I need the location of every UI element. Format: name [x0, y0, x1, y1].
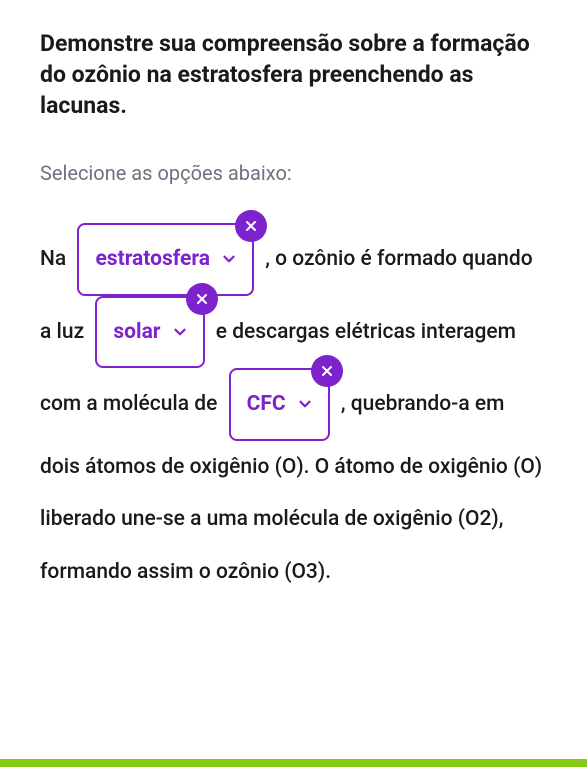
- chevron-down-icon: [296, 395, 314, 413]
- dropdown-value: CFC: [247, 378, 286, 431]
- dropdown-value: estratosfera: [95, 233, 210, 286]
- question-title: Demonstre sua compreensão sobre a formaç…: [40, 28, 547, 121]
- dropdown-cfc[interactable]: CFC: [229, 368, 330, 441]
- chevron-down-icon: [220, 250, 238, 268]
- dropdown-estratosfera[interactable]: estratosfera: [77, 223, 254, 296]
- clear-icon[interactable]: [311, 355, 343, 387]
- question-container: Demonstre sua compreensão sobre a formaç…: [0, 0, 587, 618]
- clear-icon[interactable]: [186, 283, 218, 315]
- clear-icon[interactable]: [235, 210, 267, 242]
- chevron-down-icon: [171, 323, 189, 341]
- instruction-text: Selecione as opções abaixo:: [40, 161, 547, 185]
- bottom-accent-bar: [0, 759, 587, 767]
- dropdown-value: solar: [113, 306, 160, 359]
- text-segment: Na: [40, 247, 66, 271]
- dropdown-solar[interactable]: solar: [95, 296, 204, 369]
- fill-in-text: Na estratosfera , o ozônio é formado qua…: [40, 223, 547, 598]
